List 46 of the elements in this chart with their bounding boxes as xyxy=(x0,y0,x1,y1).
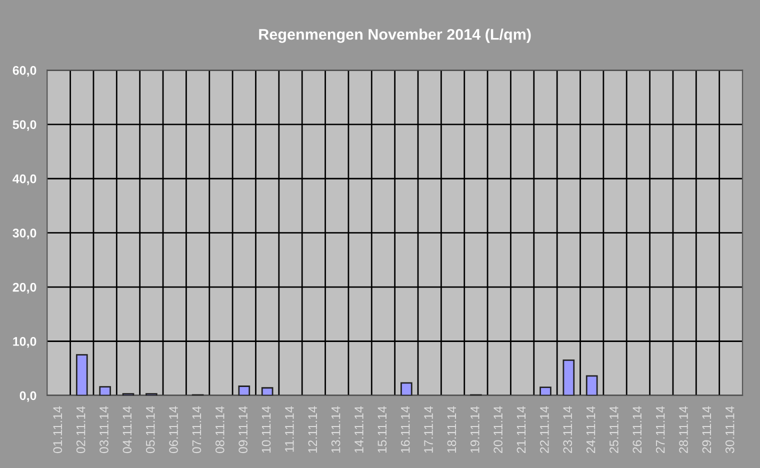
x-tick-label: 27.11.14 xyxy=(656,406,665,453)
bar xyxy=(540,386,552,396)
x-tick-label: 12.11.14 xyxy=(308,406,317,453)
x-tick-label: 19.11.14 xyxy=(470,406,480,453)
x-tick-label: 03.11.14 xyxy=(100,406,108,454)
x-tick-label: 17.11.14 xyxy=(424,406,433,453)
x-tick-label: 18.11.14 xyxy=(447,406,456,453)
x-tick-label: 08.11.14 xyxy=(215,406,224,454)
x-tick-label: 20.11.14 xyxy=(494,406,502,453)
x-tick-label: 29.11.14 xyxy=(702,406,712,453)
x-tick-label: 14.11.14 xyxy=(354,406,364,453)
x-tick-label: 02.11.14 xyxy=(76,406,86,454)
x-tick-label: 09.11.14 xyxy=(238,406,248,454)
bar xyxy=(586,375,598,396)
y-tick-label: 30,0 xyxy=(12,228,36,240)
bar xyxy=(261,387,274,396)
bar xyxy=(99,386,111,396)
x-tick-label: 01.11.14 xyxy=(53,406,62,454)
x-tick-label: 26.11.14 xyxy=(632,406,642,453)
x-tick-label: 28.11.14 xyxy=(679,406,688,453)
y-tick-label: 40,0 xyxy=(12,174,36,186)
y-tick-label: 0,0 xyxy=(20,391,36,402)
x-tick-label: 15.11.14 xyxy=(378,406,387,453)
x-tick-label: 25.11.14 xyxy=(610,406,618,453)
x-tick-label: 04.11.14 xyxy=(122,406,132,454)
y-tick-label: 60,0 xyxy=(12,66,36,77)
x-tick-label: 10.11.14 xyxy=(262,406,271,453)
bar xyxy=(562,360,575,396)
bar xyxy=(238,386,250,396)
x-tick-label: 23.11.14 xyxy=(563,406,572,453)
x-tick-label: 24.11.14 xyxy=(586,406,596,453)
x-tick-label: 16.11.14 xyxy=(400,406,410,453)
x-tick-label: 07.11.14 xyxy=(192,406,202,454)
x-tick-label: 11.11.14 xyxy=(285,406,294,452)
x-tick-label: 13.11.14 xyxy=(331,406,340,453)
x-tick-label: 21.11.14 xyxy=(516,406,526,453)
chart-title: Regenmengen November 2014 (L/qm) xyxy=(259,28,531,43)
bar xyxy=(76,354,88,396)
y-tick-label: 50,0 xyxy=(12,120,36,131)
x-tick-label: 05.11.14 xyxy=(146,406,155,454)
bar xyxy=(400,382,412,396)
x-tick-label: 30.11.14 xyxy=(725,406,734,454)
y-tick-label: 10,0 xyxy=(13,337,36,348)
x-tick-label: 22.11.14 xyxy=(540,406,549,453)
x-tick-label: 06.11.14 xyxy=(169,406,178,454)
y-tick-label: 20,0 xyxy=(12,282,36,294)
